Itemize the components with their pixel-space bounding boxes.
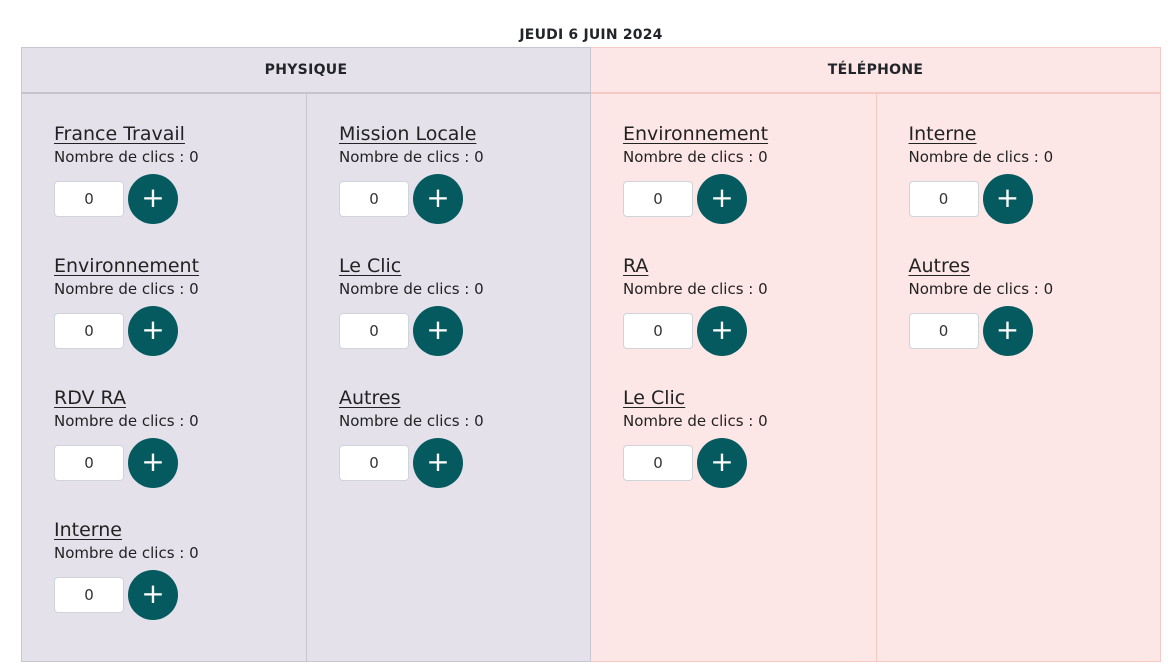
counter-clicks-text: Nombre de clics : 0 [54, 412, 199, 430]
increment-button[interactable]: + [128, 438, 178, 488]
counter-clicks-text: Nombre de clics : 0 [54, 148, 199, 166]
counter-clicks-text: Nombre de clics : 0 [908, 280, 1054, 298]
counter-card: Environnement Nombre de clics : 0 + [623, 122, 876, 254]
increment-button[interactable]: + [697, 174, 747, 224]
increment-button[interactable]: + [128, 174, 178, 224]
counter-card: France Travail Nombre de clics : 0 + [54, 122, 306, 254]
counter-title-link[interactable]: Mission Locale [339, 123, 477, 145]
counter-title-link[interactable]: Le Clic [623, 387, 686, 409]
counter-controls: + [623, 306, 876, 356]
counter-column: France Travail Nombre de clics : 0 + Env… [22, 94, 306, 661]
counter-card: Le Clic Nombre de clics : 0 + [623, 386, 876, 518]
counter-value-input[interactable] [54, 313, 124, 349]
increment-button[interactable]: + [982, 306, 1033, 356]
increment-button[interactable]: + [413, 174, 463, 224]
counter-controls: + [339, 306, 590, 356]
counter-title-link[interactable]: Environnement [54, 255, 200, 277]
counter-title-link[interactable]: France Travail [54, 123, 185, 145]
counter-controls: + [908, 306, 1161, 356]
counter-title-link[interactable]: RA [623, 255, 649, 277]
counter-title-link[interactable]: Autres [339, 387, 401, 409]
plus-icon: + [710, 312, 734, 346]
plus-icon: + [995, 312, 1020, 346]
counter-card: Le Clic Nombre de clics : 0 + [339, 254, 590, 386]
counter-card: Environnement Nombre de clics : 0 + [54, 254, 306, 386]
counter-value-input[interactable] [54, 577, 124, 613]
plus-icon: + [141, 444, 165, 478]
counter-controls: + [54, 306, 306, 356]
counter-title-link[interactable]: RDV RA [54, 387, 126, 409]
counter-controls: + [623, 438, 876, 488]
counter-card: Autres Nombre de clics : 0 + [908, 254, 1161, 386]
counter-title-link[interactable]: Environnement [623, 123, 769, 145]
counter-title-link[interactable]: Autres [908, 255, 970, 277]
section-physique: PHYSIQUE France Travail Nombre de clics … [21, 47, 591, 662]
counter-value-input[interactable] [908, 181, 979, 217]
counter-clicks-text: Nombre de clics : 0 [908, 148, 1054, 166]
counter-value-input[interactable] [339, 445, 409, 481]
counter-board: PHYSIQUE France Travail Nombre de clics … [21, 47, 1161, 662]
counter-value-input[interactable] [623, 313, 693, 349]
plus-icon: + [426, 444, 450, 478]
counter-controls: + [54, 570, 306, 620]
counter-value-input[interactable] [623, 445, 693, 481]
increment-button[interactable]: + [697, 306, 747, 356]
counter-value-input[interactable] [339, 313, 409, 349]
plus-icon: + [710, 444, 734, 478]
counter-value-input[interactable] [908, 313, 979, 349]
counter-value-input[interactable] [54, 181, 124, 217]
counter-value-input[interactable] [339, 181, 409, 217]
plus-icon: + [141, 312, 165, 346]
counter-card: RA Nombre de clics : 0 + [623, 254, 876, 386]
increment-button[interactable]: + [697, 438, 747, 488]
counter-card: Autres Nombre de clics : 0 + [339, 386, 590, 518]
counter-card: Interne Nombre de clics : 0 + [54, 518, 306, 650]
counter-value-input[interactable] [54, 445, 124, 481]
section-telephone: TÉLÉPHONE Environnement Nombre de clics … [591, 47, 1161, 662]
counter-column: Interne Nombre de clics : 0 + Autres Nom… [875, 94, 1161, 661]
counter-controls: + [54, 174, 306, 224]
plus-icon: + [426, 180, 450, 214]
counter-clicks-text: Nombre de clics : 0 [623, 148, 768, 166]
counter-title-link[interactable]: Le Clic [339, 255, 402, 277]
plus-icon: + [995, 180, 1020, 214]
counter-clicks-text: Nombre de clics : 0 [339, 148, 484, 166]
counter-controls: + [339, 438, 590, 488]
counter-clicks-text: Nombre de clics : 0 [54, 544, 199, 562]
counter-controls: + [623, 174, 876, 224]
counter-card: RDV RA Nombre de clics : 0 + [54, 386, 306, 518]
counter-clicks-text: Nombre de clics : 0 [54, 280, 199, 298]
counter-card: Interne Nombre de clics : 0 + [908, 122, 1161, 254]
counter-controls: + [908, 174, 1161, 224]
increment-button[interactable]: + [982, 174, 1033, 224]
increment-button[interactable]: + [128, 306, 178, 356]
counter-clicks-text: Nombre de clics : 0 [339, 412, 484, 430]
counter-clicks-text: Nombre de clics : 0 [623, 280, 768, 298]
counter-column: Mission Locale Nombre de clics : 0 + Le … [306, 94, 590, 661]
plus-icon: + [141, 576, 165, 610]
increment-button[interactable]: + [413, 438, 463, 488]
counter-column: Environnement Nombre de clics : 0 + RA N… [591, 94, 876, 661]
counter-value-input[interactable] [623, 181, 693, 217]
plus-icon: + [141, 180, 165, 214]
section-header-physique: PHYSIQUE [22, 48, 590, 94]
counter-controls: + [54, 438, 306, 488]
counter-clicks-text: Nombre de clics : 0 [623, 412, 768, 430]
counter-clicks-text: Nombre de clics : 0 [339, 280, 484, 298]
counter-title-link[interactable]: Interne [54, 519, 122, 541]
section-header-telephone: TÉLÉPHONE [591, 48, 1160, 94]
counter-title-link[interactable]: Interne [908, 123, 977, 145]
increment-button[interactable]: + [128, 570, 178, 620]
plus-icon: + [426, 312, 450, 346]
increment-button[interactable]: + [413, 306, 463, 356]
page-date-title: JEUDI 6 JUIN 2024 [519, 27, 663, 43]
counter-controls: + [339, 174, 590, 224]
counter-card: Mission Locale Nombre de clics : 0 + [339, 122, 590, 254]
section-columns: France Travail Nombre de clics : 0 + Env… [22, 94, 590, 661]
plus-icon: + [710, 180, 734, 214]
section-columns: Environnement Nombre de clics : 0 + RA N… [591, 94, 1160, 661]
